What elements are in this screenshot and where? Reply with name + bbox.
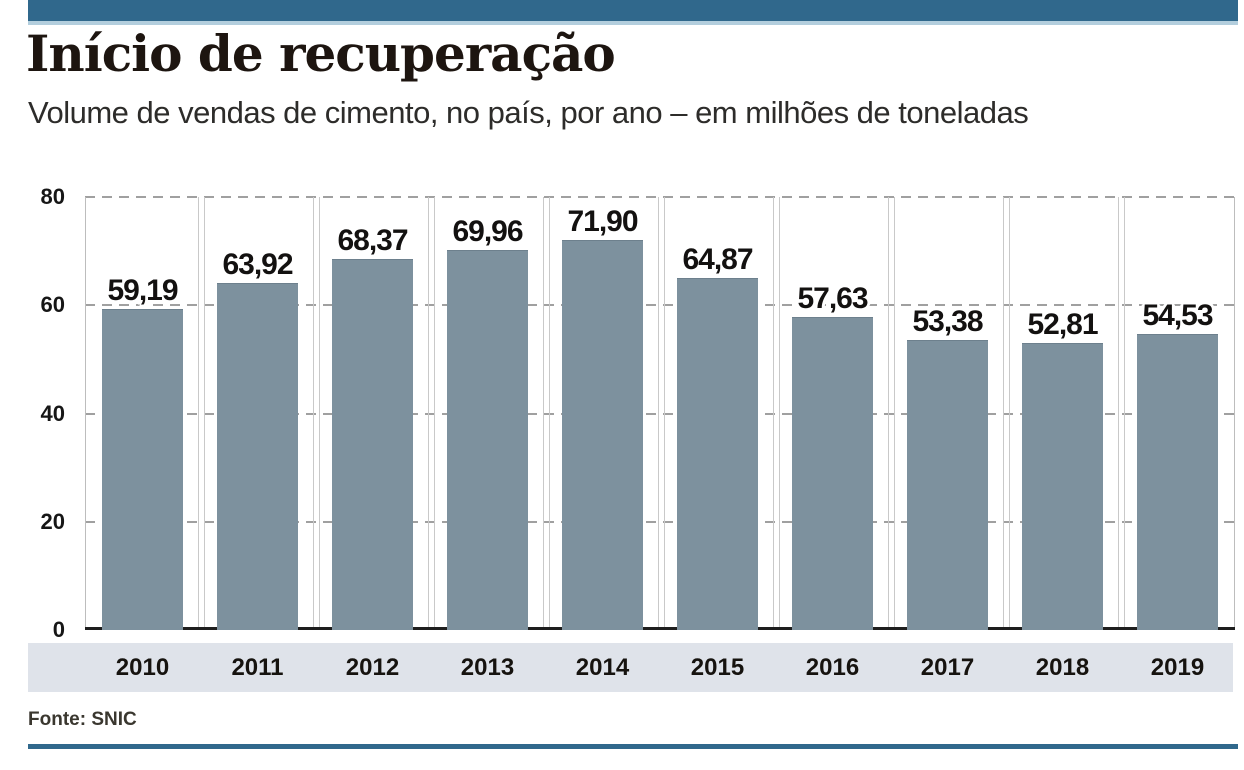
column-separator — [542, 197, 550, 630]
y-tick-label-60: 60 — [40, 292, 65, 318]
y-tick-label-40: 40 — [40, 400, 65, 426]
bar-value-label: 64,87 — [682, 243, 753, 276]
bar-value-label: 57,63 — [797, 282, 868, 315]
bar-2017 — [907, 340, 988, 630]
bar-2016 — [792, 317, 873, 630]
column-separator — [1002, 197, 1010, 630]
bar-value-label: 52,81 — [1027, 308, 1098, 341]
bar-value-label: 59,19 — [107, 274, 178, 307]
bar-2019 — [1137, 334, 1218, 630]
column-separator — [657, 197, 665, 630]
gridline-40 — [85, 412, 1235, 415]
chart-title: Início de recuperação — [26, 24, 616, 83]
bar-value-label: 68,37 — [337, 224, 408, 257]
column-separator — [312, 197, 320, 630]
plot-right-border — [1234, 197, 1235, 630]
x-axis-label-2012: 2012 — [345, 654, 400, 681]
x-axis-label-2018: 2018 — [1035, 654, 1090, 681]
column-separator — [772, 197, 780, 630]
column-separator — [887, 197, 895, 630]
bar-value-label: 63,92 — [222, 248, 293, 281]
x-axis-label-2019: 2019 — [1150, 654, 1205, 681]
bar-value-label: 53,38 — [912, 305, 983, 338]
x-axis-label-2016: 2016 — [805, 654, 860, 681]
y-tick-label-80: 80 — [40, 184, 65, 209]
y-tick-label-20: 20 — [40, 508, 65, 534]
bottom-accent-rule — [28, 744, 1238, 749]
bar-2013 — [447, 250, 528, 630]
bar-2011 — [217, 283, 298, 630]
x-axis-label-2013: 2013 — [460, 654, 515, 681]
y-tick-label-0: 0 — [52, 617, 65, 642]
x-axis-label-2010: 2010 — [115, 654, 170, 681]
gridline-60 — [85, 304, 1235, 307]
x-axis-label-2015: 2015 — [690, 654, 745, 681]
bar-2018 — [1022, 343, 1103, 630]
bar-2012 — [332, 259, 413, 630]
bar-2010 — [102, 309, 183, 630]
column-separator — [197, 197, 205, 630]
bar-value-label: 54,53 — [1142, 299, 1213, 332]
plot-left-border — [85, 197, 86, 630]
bar-value-label: 69,96 — [452, 215, 523, 248]
top-accent-band — [28, 0, 1238, 25]
plot-area: 59,19 63,92 68,37 69,96 71,90 64,87 57,63 53,38… — [85, 196, 1235, 630]
x-axis-label-2011: 2011 — [231, 654, 284, 681]
chart-subtitle: Volume de vendas de cimento, no país, po… — [28, 95, 1029, 130]
bar-2015 — [677, 278, 758, 630]
bar-value-label: 71,90 — [567, 205, 638, 238]
gridline-80 — [85, 196, 1235, 198]
gridline-20 — [85, 520, 1235, 523]
y-axis: 0 20 40 60 80 — [0, 185, 65, 642]
column-separator — [427, 197, 435, 630]
x-axis-band: 2010 2011 2012 2013 2014 2015 2016 2017 2018 2019 — [28, 643, 1233, 692]
column-separator — [1117, 197, 1125, 630]
x-axis-label-2014: 2014 — [575, 654, 630, 681]
source-note: Fonte: SNIC — [28, 709, 137, 730]
bar-2014 — [562, 240, 643, 630]
x-axis-label-2017: 2017 — [920, 654, 975, 681]
x-axis-baseline — [85, 627, 1235, 630]
